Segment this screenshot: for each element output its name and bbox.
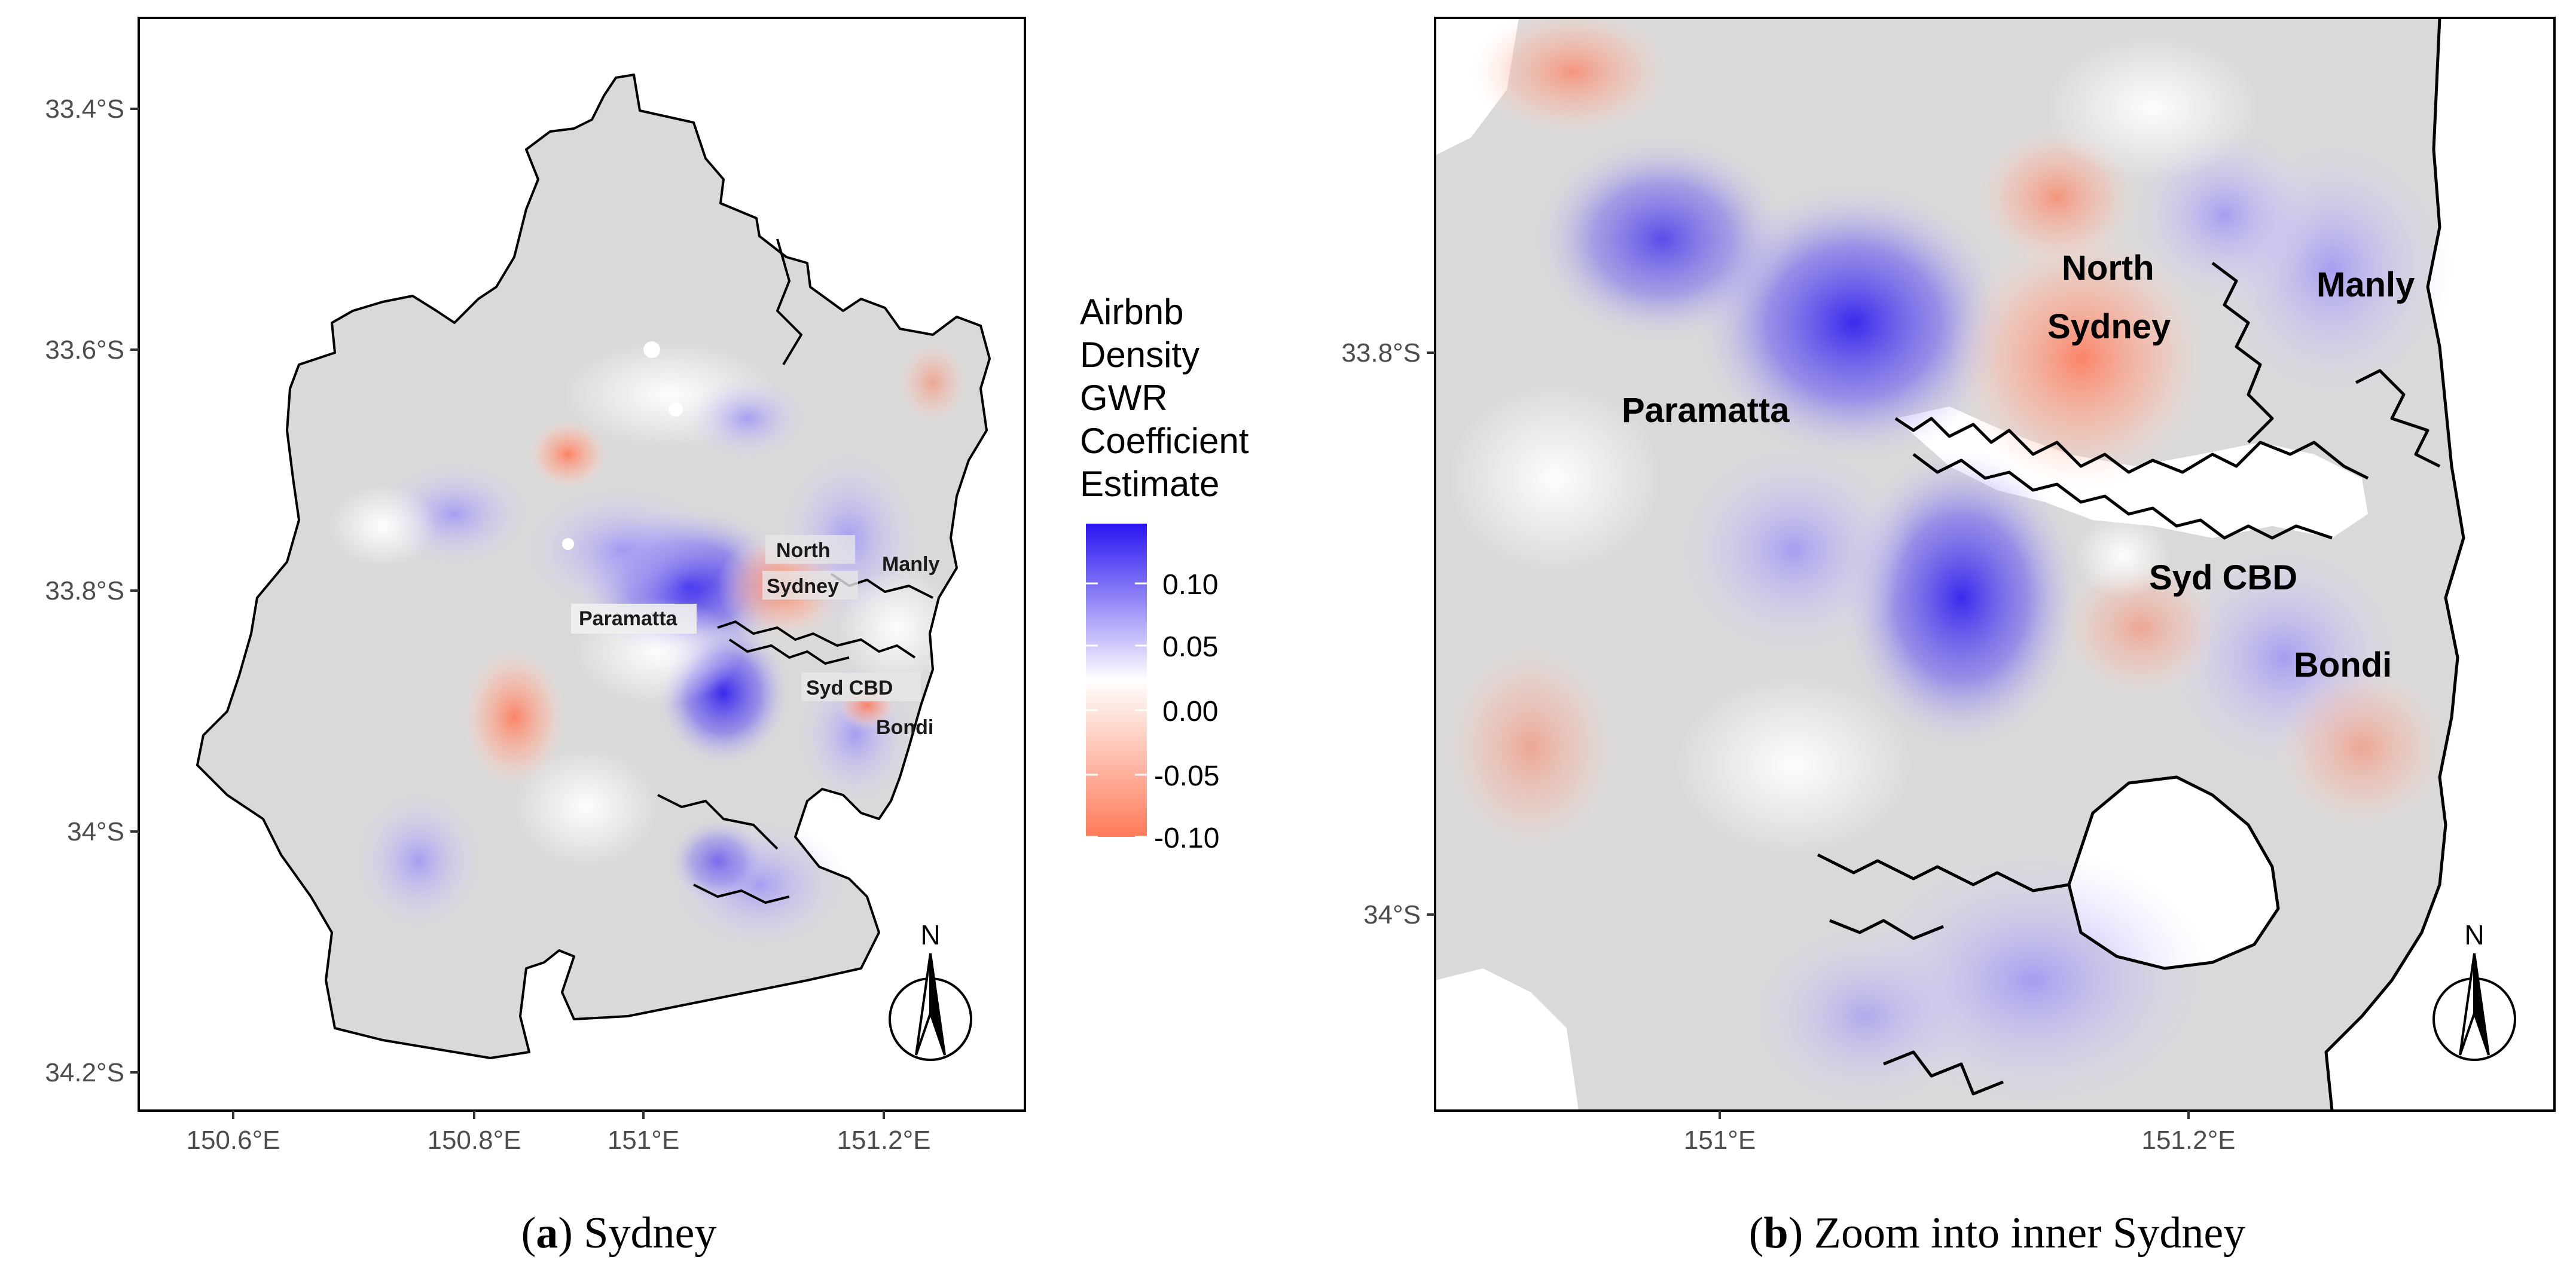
panel-a-ytick-4: 34.2°S [45,1058,124,1087]
legend-colorbar [1086,524,1147,837]
panel-b-sw-white [1435,968,1579,1111]
panel-b-x-axis [1719,1111,2190,1119]
panel-b-water-east [2326,18,2554,1111]
panel-a-xtick-3: 151.2°E [837,1126,930,1155]
panel-a-ytick-0: 33.4°S [45,94,124,124]
label-bondi-b: Bondi [2294,646,2392,684]
panel-a-y-axis [130,108,139,1074]
panel-a-xtick-2: 151°E [608,1126,679,1155]
label-syd-cbd-b: Syd CBD [2149,558,2297,597]
panel-a-xtick-0: 150.6°E [186,1126,280,1155]
legend-tick-3: -0.05 [1154,760,1219,792]
label-manly: Manly [882,553,939,576]
panel-a-xtick-1: 150.8°E [427,1126,521,1155]
legend-tick-4: -0.10 [1154,823,1219,854]
label-bondi: Bondi [876,716,933,739]
label-paramatta: Paramatta [579,607,678,630]
panel-b-ytick-1: 34°S [1363,900,1421,930]
panel-b-frame [1434,17,2556,1112]
label-sydney: Sydney [767,575,839,598]
panel-a-ytick-3: 34°S [67,817,124,846]
legend-tick-0: 0.10 [1162,569,1218,601]
panel-b-ytick-0: 33.8°S [1341,338,1421,368]
north-label-b: N [2464,919,2484,950]
label-paramatta-b: Paramatta [1622,391,1790,430]
panel-a: North Sydney Manly Paramatta Syd CBD Bon… [45,17,1026,1258]
label-syd-cbd: Syd CBD [806,677,893,699]
legend: Airbnb Density GWR Coefficient Estimate … [1080,292,1249,854]
coastline [196,74,991,1059]
north-arrow-icon-b: N [2432,919,2516,1061]
panel-a-ytick-2: 33.8°S [45,576,124,606]
legend-title-line-4: Coefficient [1080,421,1249,461]
north-label: N [920,919,940,950]
legend-tick-1: 0.05 [1162,631,1218,663]
panel-b-xtick-1: 151.2°E [2141,1126,2235,1155]
legend-title-line-1: Airbnb [1080,292,1183,332]
legend-title-line-5: Estimate [1080,464,1219,504]
panel-b-caption: (b) Zoom into inner Sydney [1749,1209,2245,1258]
panel-b-coastline [1817,18,2465,1111]
panel-b-place-labels: North Sydney Manly Paramatta Syd CBD Bon… [1622,249,2415,684]
panel-b-gwr-surface [1441,18,2452,1111]
legend-title-line-2: Density [1080,335,1200,375]
legend-tick-2: 0.00 [1162,696,1218,727]
panel-a-ytick-1: 33.6°S [45,335,124,365]
panel-b-xtick-0: 151°E [1684,1126,1756,1155]
label-north-b: North [2062,249,2154,288]
label-sydney-b: Sydney [2047,307,2171,346]
panel-a-caption: (a) Sydney [521,1209,717,1258]
north-arrow-icon: N [889,919,972,1061]
panel-a-x-axis [232,1111,885,1119]
panel-a-place-labels: North Sydney Manly Paramatta Syd CBD Bon… [571,535,939,739]
panel-a-frame [138,17,1026,1112]
legend-title-line-3: GWR [1080,378,1168,418]
panel-b: North Sydney Manly Paramatta Syd CBD Bon… [1341,17,2556,1258]
panel-b-map: North Sydney Manly Paramatta Syd CBD Bon… [1435,18,2554,1111]
label-manly-b: Manly [2316,265,2415,304]
label-north: North [776,539,831,562]
panel-b-y-axis [1427,351,1435,916]
panel-a-map: North Sydney Manly Paramatta Syd CBD Bon… [196,74,991,1061]
